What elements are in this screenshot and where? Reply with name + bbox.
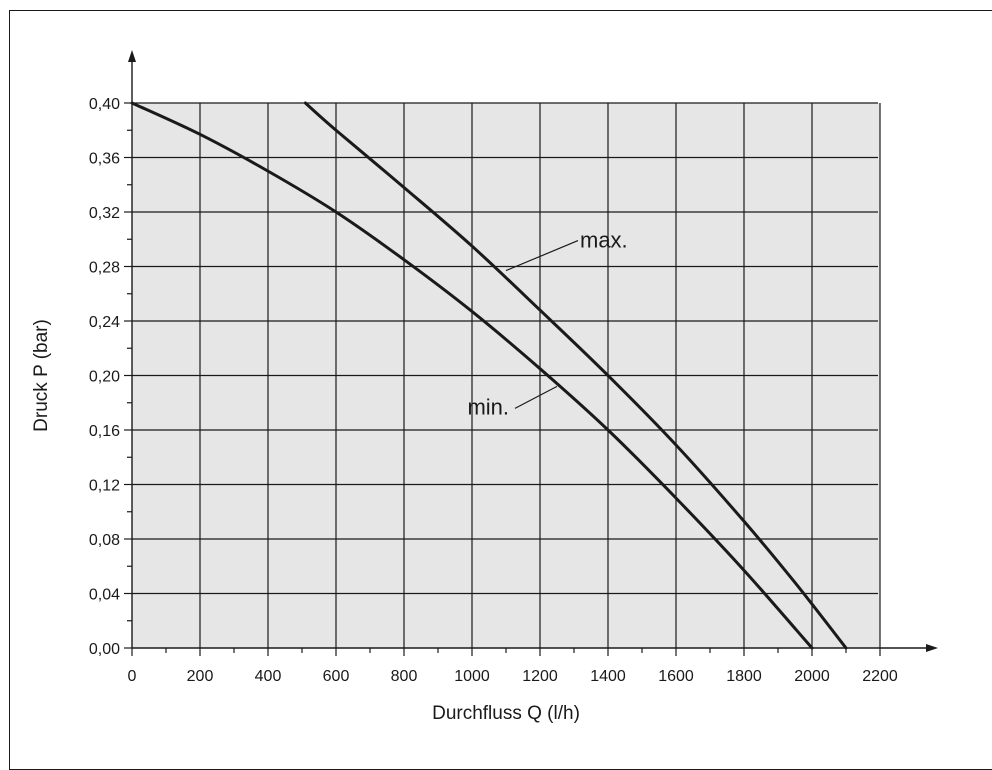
tick-marks xyxy=(124,102,881,656)
y-tick-labels: 0,00 0,04 0,08 0,12 0,16 0,20 0,24 0,28 0,32 0,36… xyxy=(89,96,120,658)
y-tick-label: 0,08 xyxy=(89,532,120,549)
y-tick-label: 0,24 xyxy=(89,314,120,331)
x-tick-label: 200 xyxy=(187,668,214,685)
x-tick-label: 600 xyxy=(323,668,350,685)
x-tick-label: 0 xyxy=(128,668,137,685)
x-tick-label: 1600 xyxy=(658,668,694,685)
annotations: max. min. xyxy=(467,228,627,420)
x-tick-label: 1000 xyxy=(454,668,490,685)
grid-lines xyxy=(132,102,881,648)
x-tick-label: 1400 xyxy=(590,668,626,685)
y-tick-label: 0,04 xyxy=(89,587,120,604)
x-tick-label: 2000 xyxy=(794,668,830,685)
y-axis-arrow xyxy=(128,50,136,62)
series-line-max xyxy=(303,101,848,650)
x-tick-label: 800 xyxy=(391,668,418,685)
y-tick-label: 0,40 xyxy=(89,96,120,113)
x-tick-label: 1800 xyxy=(726,668,762,685)
annotation-leader xyxy=(514,385,558,409)
y-tick-label: 0,36 xyxy=(89,151,120,168)
x-tick-label: 1200 xyxy=(522,668,558,685)
y-tick-label: 0,32 xyxy=(89,205,120,222)
series-lines xyxy=(130,101,848,650)
x-axis-arrow xyxy=(926,644,938,652)
x-axis-label: Durchfluss Q (l/h) xyxy=(432,703,580,724)
annotation-label: max. xyxy=(580,228,628,253)
y-tick-label: 0,00 xyxy=(89,641,120,658)
series-line-min xyxy=(130,101,814,650)
annotation-leader xyxy=(505,240,579,272)
y-tick-label: 0,16 xyxy=(89,423,120,440)
y-axis-label: Druck P (bar) xyxy=(31,319,52,432)
y-tick-label: 0,28 xyxy=(89,260,120,277)
annotation-label: min. xyxy=(467,394,509,419)
x-tick-label: 2200 xyxy=(862,668,898,685)
y-tick-label: 0,12 xyxy=(89,478,120,495)
pressure-flow-chart: 0 200 400 600 800 1000 1200 1400 1600 1800 2000 220… xyxy=(31,50,938,724)
x-tick-labels: 0 200 400 600 800 1000 1200 1400 1600 1800 2000 220… xyxy=(128,668,898,685)
axes xyxy=(128,50,938,652)
x-tick-label: 400 xyxy=(255,668,282,685)
y-tick-label: 0,20 xyxy=(89,369,120,386)
